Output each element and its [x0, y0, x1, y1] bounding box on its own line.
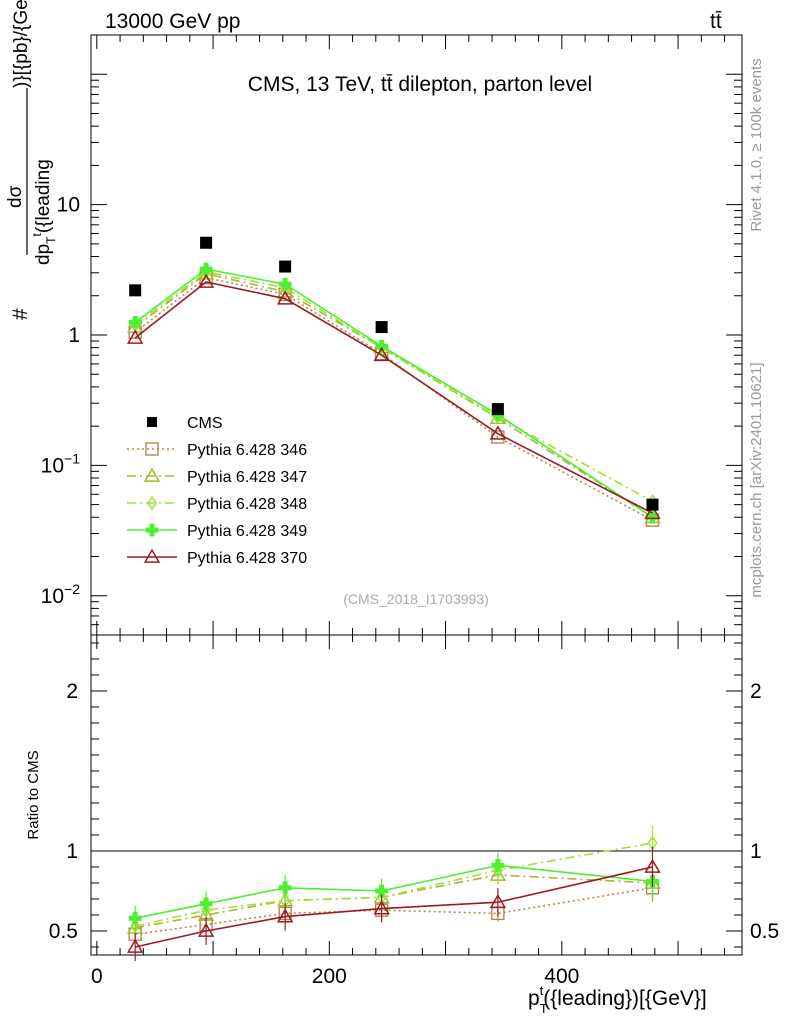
series-point [199, 262, 213, 276]
series-Pythia-6-428-370 [126, 273, 661, 520]
ratio-point [199, 897, 213, 911]
ratio-line [134, 842, 653, 927]
data-point [646, 498, 659, 511]
ratio-point [375, 884, 389, 898]
legend: CMS Pythia 6.428 346 Pythia 6.428 347 Pythi… [127, 415, 307, 567]
ratio-point [278, 881, 292, 895]
series-point [128, 315, 142, 329]
legend-marker [143, 467, 161, 482]
series-point [373, 346, 390, 362]
legend-label: Pythia 6.428 346 [187, 442, 307, 459]
y-tick-label: 10−2 [41, 581, 81, 608]
data-point [491, 403, 504, 416]
legend-marker [143, 548, 161, 563]
legend-label: Pythia 6.428 348 [187, 496, 307, 513]
rivet-label: Rivet 4.1.0, ≥ 100k events [748, 58, 765, 231]
svg-text:dσ: dσ [5, 185, 26, 208]
data-series-cms [129, 236, 659, 511]
ratio-point [276, 908, 294, 923]
legend-marker [145, 442, 159, 456]
ratio-tick-label: 1 [750, 840, 762, 863]
y-axis-label: # dσ dpTt({leading )}[{pb}/{GeV}] [5, 0, 58, 320]
series-point [646, 510, 659, 524]
ratio-point [126, 938, 144, 953]
data-point [375, 321, 388, 334]
ratio-point [130, 918, 141, 934]
x-tick-label: 400 [544, 965, 579, 988]
series-point [278, 277, 292, 291]
ratio-point [128, 911, 142, 925]
ratio-series [128, 852, 659, 931]
series-Pythia-6-428-346 [128, 271, 660, 527]
ratio-tick-label: 1 [66, 840, 78, 863]
legend-entry: Pythia 6.428 349 [127, 523, 307, 540]
axes: 0 200 400 10−2 10−1 1 10 0.5 0.5 1 1 2 2 [41, 34, 779, 988]
ratio-line [134, 866, 653, 948]
legend-entry: Pythia 6.428 347 [127, 467, 307, 486]
legend-label: Pythia 6.428 347 [187, 469, 307, 486]
series-line [134, 268, 653, 518]
mcplots-label: mcplots.cern.ch [arXiv:2401.10621] [748, 362, 765, 597]
process-label: tt̄ [710, 10, 722, 33]
data-point [200, 236, 213, 249]
energy-label: 13000 GeV pp [105, 10, 240, 33]
svg-text:#: # [9, 308, 32, 320]
main-frame [90, 34, 743, 636]
legend-label: Pythia 6.428 370 [187, 550, 307, 567]
legend-label: CMS [187, 415, 223, 432]
series-line [134, 281, 653, 514]
series-point [126, 329, 144, 344]
ratio-series [126, 847, 661, 961]
legend-label: Pythia 6.428 349 [187, 523, 307, 540]
series-point [276, 290, 294, 305]
ratio-point [644, 858, 661, 873]
y-tick-label: 1 [68, 324, 80, 347]
series-line [134, 276, 653, 521]
ratio-tick-label: 0.5 [750, 920, 779, 943]
legend-entry: Pythia 6.428 370 [127, 548, 307, 567]
ratio-axis-label: Ratio to CMS [25, 750, 42, 839]
y-tick-label: 10 [57, 194, 80, 217]
ratio-tick-label: 0.5 [49, 920, 78, 943]
legend-entry: Pythia 6.428 348 [127, 495, 307, 513]
legend-entry: Pythia 6.428 346 [127, 442, 307, 459]
series-layer [126, 236, 661, 961]
legend-marker [147, 417, 157, 427]
x-tick-label: 0 [91, 965, 103, 988]
ratio-line [135, 874, 653, 929]
legend-marker [145, 523, 159, 537]
series-point [644, 504, 661, 520]
data-point [279, 260, 292, 273]
legend-marker [146, 495, 158, 511]
ratio-tick-label: 2 [750, 680, 762, 703]
ratio-point [491, 859, 505, 872]
series-point [489, 425, 507, 440]
svg-text:)}[{pb}/{GeV}]: )}[{pb}/{GeV}] [11, 0, 32, 88]
ratio-frame [90, 634, 743, 956]
ratio-line [135, 864, 653, 919]
series-point [197, 273, 215, 288]
plot-title: CMS, 13 TeV, tt̄ dilepton, parton level [248, 73, 592, 96]
x-tick-label: 200 [312, 965, 347, 988]
ratio-point [373, 900, 390, 915]
ratio-point [197, 922, 215, 937]
ratio-tick-label: 2 [66, 680, 78, 703]
legend-entry-cms: CMS [147, 415, 223, 432]
ratio-line [135, 887, 653, 935]
data-point [129, 284, 142, 297]
analysis-watermark: (CMS_2018_I1703993) [343, 591, 489, 607]
y-tick-label: 10−1 [41, 450, 81, 477]
ratio-point [489, 893, 507, 909]
frames [90, 34, 743, 956]
svg-text:dpTt({leading: dpTt({leading [30, 159, 58, 265]
